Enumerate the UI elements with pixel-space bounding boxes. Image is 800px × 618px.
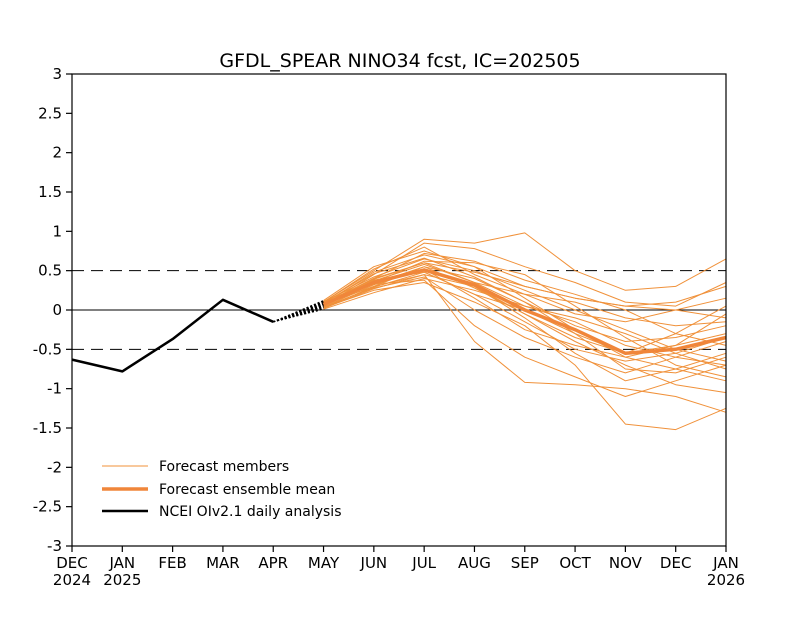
- y-tick-label: -1: [47, 380, 62, 398]
- x-tick-month: MAY: [308, 554, 340, 572]
- legend-label: Forecast ensemble mean: [159, 482, 335, 498]
- x-tick-year: 2025: [103, 571, 141, 589]
- y-tick-label: 0: [52, 301, 62, 319]
- y-tick-label: 2: [52, 144, 62, 162]
- y-tick-label: 1: [52, 222, 62, 240]
- legend-label: Forecast members: [159, 459, 289, 475]
- ensemble-mean: [322, 268, 727, 356]
- forecast-member-line: [323, 258, 727, 362]
- forecast-member-line: [323, 262, 727, 307]
- x-tick-month: MAR: [206, 554, 240, 572]
- connector-line: [273, 307, 324, 323]
- forecast-member-line: [323, 246, 727, 323]
- y-tick-label: 2.5: [38, 104, 62, 122]
- forecast-member-line: [323, 232, 727, 303]
- forecast-member-line: [323, 271, 727, 370]
- x-tick-month: NOV: [609, 554, 643, 572]
- x-tick-month: JUL: [411, 554, 436, 572]
- y-axis: 3 2.5 2 1.5 1 0.5 0 -0.5 -1 -1.5 -2 -2.5 -3: [33, 65, 72, 555]
- x-tick-year: 2026: [707, 571, 745, 589]
- forecast-member-line: [323, 254, 727, 370]
- y-tick-label: 3: [52, 65, 62, 83]
- analysis-line: [71, 298, 274, 373]
- y-tick-label: -2: [47, 458, 62, 476]
- y-tick-label: -0.5: [33, 340, 62, 358]
- y-tick-label: 1.5: [38, 183, 62, 201]
- x-tick-month: DEC: [660, 554, 692, 572]
- connector-line: [273, 303, 324, 323]
- x-tick-month: AUG: [458, 554, 491, 572]
- analysis-forecast-connector: [272, 300, 324, 323]
- y-tick-label: -2.5: [33, 498, 62, 516]
- analysis-series: [71, 298, 274, 373]
- legend: Forecast members Forecast ensemble mean NC…: [102, 459, 342, 520]
- ensemble-mean-line: [322, 268, 727, 356]
- forecast-member-line: [323, 274, 727, 382]
- y-tick-label: -3: [47, 537, 62, 555]
- chart-title: GFDL_SPEAR NINO34 fcst, IC=202505: [219, 50, 580, 72]
- y-tick-label: 0.5: [38, 262, 62, 280]
- legend-label: NCEI OIv2.1 daily analysis: [159, 504, 342, 520]
- forecast-member-line: [323, 257, 727, 374]
- forecast-member-line: [323, 252, 727, 346]
- x-tick-month: DEC: [56, 554, 88, 572]
- x-tick-year: 2024: [53, 571, 91, 589]
- x-tick-month: JAN: [108, 554, 135, 572]
- y-tick-label: -1.5: [33, 419, 62, 437]
- x-tick-month: APR: [258, 554, 288, 572]
- forecast-member-line: [323, 278, 727, 354]
- forecast-member-line: [323, 242, 727, 307]
- x-tick-month: OCT: [559, 554, 591, 572]
- x-tick-month: JUN: [360, 554, 388, 572]
- x-tick-month: FEB: [158, 554, 186, 572]
- x-tick-month: JAN: [712, 554, 739, 572]
- x-tick-month: SEP: [511, 554, 539, 572]
